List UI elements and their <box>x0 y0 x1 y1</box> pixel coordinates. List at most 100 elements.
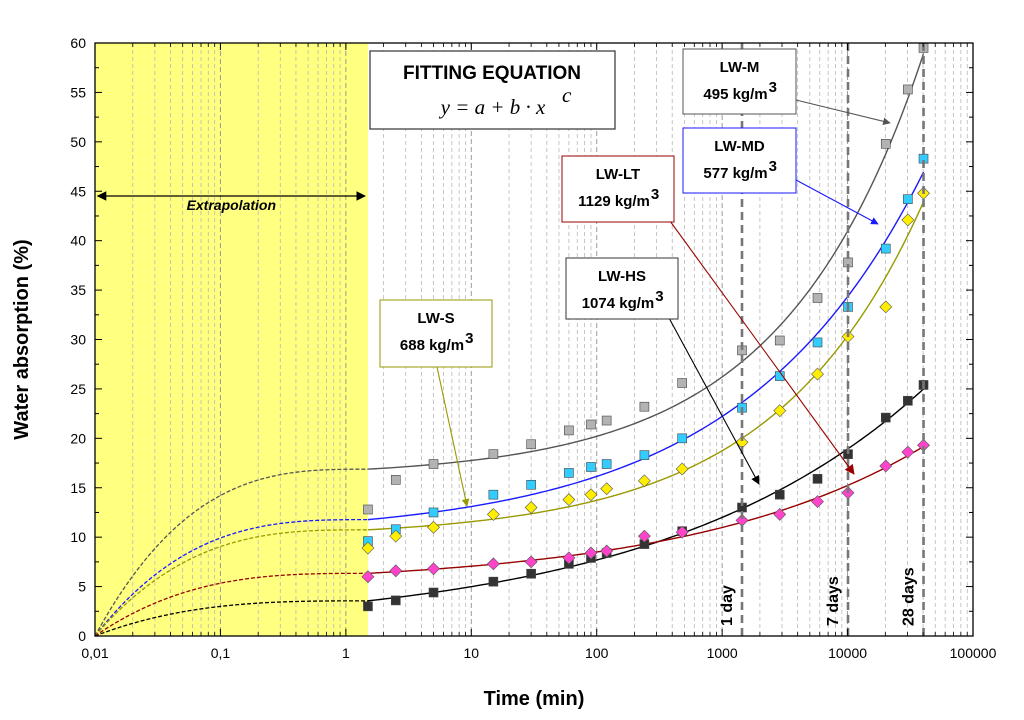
fit-curves <box>94 53 925 637</box>
data-point-lw-hs <box>774 489 785 500</box>
data-point-lw-lt <box>562 551 576 565</box>
series-name-lw-md: LW-MD <box>714 138 765 155</box>
y-tick-label: 15 <box>70 480 86 496</box>
data-point-lw-s <box>427 520 440 534</box>
fit-curve-lw-hs <box>367 388 924 602</box>
marker-label-2: 7 days <box>825 576 842 626</box>
data-point-lw-hs <box>488 576 499 587</box>
data-point-lw-s <box>901 213 915 227</box>
data-point-lw-s <box>524 501 538 514</box>
data-point-lw-lt <box>901 445 915 459</box>
y-tick-label: 35 <box>70 282 86 298</box>
data-point-lw-md <box>903 194 913 204</box>
series-name-lw-lt: LW-LT <box>596 166 640 183</box>
data-point-lw-m <box>812 293 823 303</box>
data-point-lw-lt <box>879 459 893 473</box>
data-point-lw-s <box>562 493 576 507</box>
data-point-lw-md <box>564 468 574 478</box>
data-point-lw-s <box>773 404 787 418</box>
data-point-lw-hs <box>428 587 439 598</box>
density-superscript-lw-s: 3 <box>465 330 473 347</box>
data-point-lw-m <box>363 504 373 515</box>
data-point-lw-lt <box>361 570 375 584</box>
data-point-lw-lt <box>773 508 787 521</box>
data-point-lw-m <box>601 415 612 426</box>
data-point-lw-s <box>486 508 500 521</box>
data-point-lw-m <box>526 439 536 450</box>
series-density-lw-m: 495 kg/m <box>703 86 767 103</box>
data-point-lw-md <box>586 462 596 472</box>
x-tick-label: 1 <box>342 645 350 661</box>
data-point-lw-m <box>586 419 596 430</box>
density-superscript-lw-lt: 3 <box>651 186 659 203</box>
data-point-lw-hs <box>880 412 891 423</box>
extrapolation-label: Extrapolation <box>187 197 276 213</box>
data-point-lw-hs <box>812 474 823 484</box>
series-name-lw-m: LW-M <box>720 59 760 76</box>
series-density-lw-hs: 1074 kg/m <box>582 295 655 312</box>
equation-text: y = a + b · x <box>439 95 546 119</box>
x-tick-label: 10 <box>463 645 479 661</box>
label-arrow-lw-hs <box>661 304 760 485</box>
data-point-lw-lt <box>600 544 614 558</box>
x-tick-label: 100 <box>585 645 609 661</box>
data-point-lw-m <box>639 401 650 412</box>
data-point-lw-lt <box>637 529 651 543</box>
equation-box <box>369 50 616 130</box>
label-box-lw-m <box>682 48 797 115</box>
data-point-lw-lt <box>811 495 824 509</box>
y-tick-label: 30 <box>70 332 86 348</box>
y-tick-label: 55 <box>70 84 86 100</box>
data-point-lw-m <box>564 425 574 436</box>
data-point-lw-lt <box>675 525 689 539</box>
axes: 0 5 10 15 20 25 30 35 40 45 50 55 60 0,01 0,1 1 10 100 100… <box>11 35 997 710</box>
data-point-lw-lt <box>584 546 598 560</box>
data-point-lw-s <box>361 541 375 555</box>
data-point-lw-lt <box>389 564 403 578</box>
data-point-lw-md <box>677 433 687 444</box>
series-density-lw-lt: 1129 kg/m <box>578 193 650 210</box>
density-superscript-lw-hs: 3 <box>655 288 663 305</box>
x-tick-label: 0,01 <box>81 645 108 661</box>
data-point-lw-md <box>880 243 891 254</box>
data-point-lw-md <box>488 489 499 500</box>
data-point-lw-s <box>584 488 598 502</box>
y-tick-label: 50 <box>70 134 86 150</box>
x-axis-title: Time (min) <box>484 688 585 710</box>
y-tick-label: 40 <box>70 233 86 249</box>
extrapolation-region <box>95 43 368 636</box>
data-point-lw-lt <box>524 555 538 569</box>
data-point-lw-s <box>389 529 403 543</box>
label-box-lw-lt <box>561 155 675 223</box>
data-point-lw-m <box>774 335 785 346</box>
data-point-lw-md <box>601 459 612 469</box>
label-arrow-lw-lt <box>661 209 855 475</box>
data-point-lw-m <box>677 378 687 388</box>
series-name-lw-s: LW-S <box>417 310 454 327</box>
x-tick-label: 0,1 <box>211 645 231 661</box>
label-arrow-lw-m <box>795 99 891 126</box>
marker-label-3: 28 days <box>901 567 918 626</box>
density-superscript-lw-md: 3 <box>769 158 777 175</box>
data-point-lw-m <box>428 459 439 469</box>
y-axis-title: Water absorption (%) <box>11 239 33 439</box>
label-arrow-lw-md <box>795 179 879 225</box>
x-tick-label: 1000 <box>707 645 738 661</box>
data-point-lw-lt <box>427 562 440 576</box>
data-point-lw-md <box>812 337 823 348</box>
data-point-lw-md <box>526 479 536 490</box>
y-tick-label: 45 <box>70 183 86 199</box>
y-tick-label: 20 <box>70 430 86 446</box>
data-point-lw-s <box>879 300 893 314</box>
series-density-lw-md: 577 kg/m <box>703 165 767 182</box>
series-name-lw-hs: LW-HS <box>598 268 646 285</box>
extrapolation-curve-lw-md <box>94 518 368 637</box>
extrapolation-curve-lw-hs <box>94 600 368 637</box>
data-point-lw-m <box>880 139 891 149</box>
extrapolation-curve-lw-s <box>94 529 368 637</box>
series-density-lw-s: 688 kg/m <box>400 337 464 354</box>
x-tick-label: 100000 <box>950 645 997 661</box>
annotations: Extrapolation FITTING EQUATION y = a + b ·… <box>96 48 891 507</box>
